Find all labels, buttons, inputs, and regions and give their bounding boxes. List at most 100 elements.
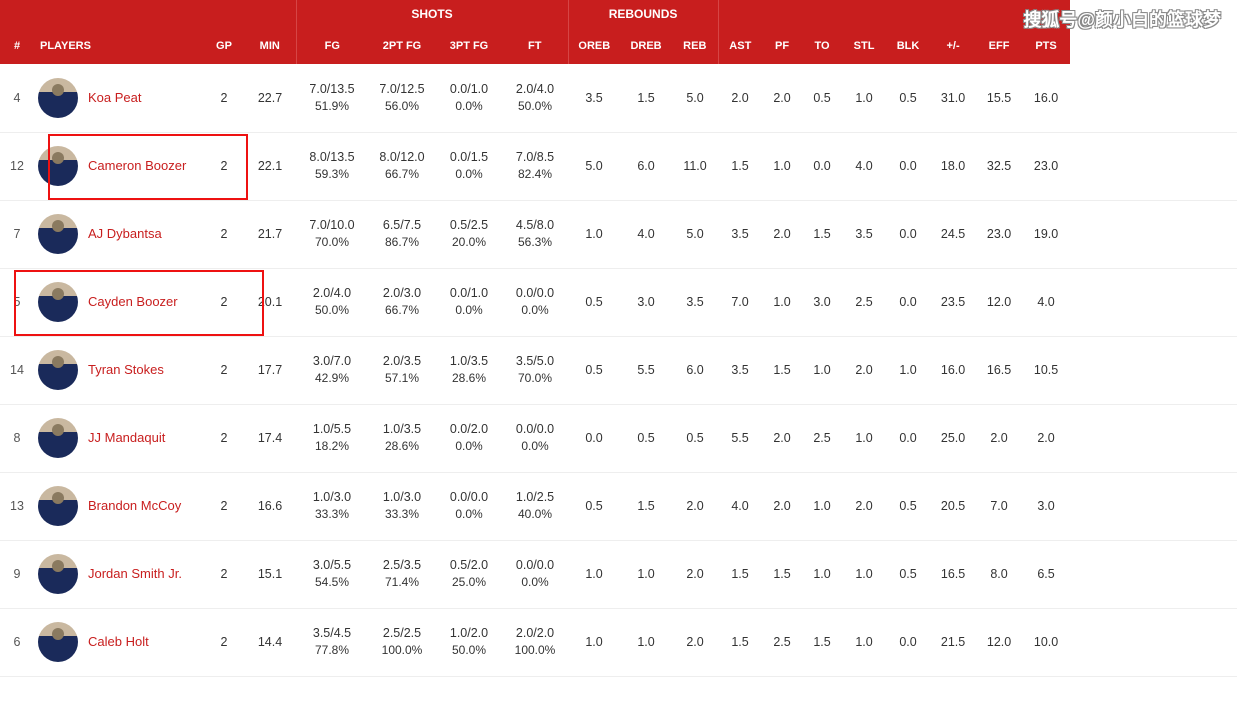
player-cell[interactable]: Cameron Boozer [34, 132, 204, 200]
fg2: 2.0/3.066.7% [368, 268, 436, 336]
col-blk[interactable]: BLK [886, 28, 930, 64]
dreb: 1.5 [620, 64, 672, 132]
fg: 1.0/3.033.3% [296, 472, 368, 540]
oreb: 0.5 [568, 268, 620, 336]
player-cell[interactable]: Caleb Holt [34, 608, 204, 676]
pm: 31.0 [930, 64, 976, 132]
fg: 7.0/13.551.9% [296, 64, 368, 132]
stl: 1.0 [842, 540, 886, 608]
col-ft[interactable]: FT [502, 28, 568, 64]
blk: 0.0 [886, 608, 930, 676]
player-cell[interactable]: Tyran Stokes [34, 336, 204, 404]
reb: 0.5 [672, 404, 718, 472]
ast: 3.5 [718, 336, 762, 404]
table-row: 12Cameron Boozer222.18.0/13.559.3%8.0/12… [0, 132, 1237, 200]
group-rebounds[interactable]: REBOUNDS [568, 0, 718, 28]
pf: 2.0 [762, 200, 802, 268]
dreb: 5.5 [620, 336, 672, 404]
reb: 5.0 [672, 200, 718, 268]
player-name-link[interactable]: JJ Mandaquit [88, 430, 165, 446]
avatar [38, 78, 78, 118]
col-ast[interactable]: AST [718, 28, 762, 64]
min: 15.1 [244, 540, 296, 608]
col-eff[interactable]: EFF [976, 28, 1022, 64]
col-reb[interactable]: REB [672, 28, 718, 64]
pf: 2.0 [762, 472, 802, 540]
col-to[interactable]: TO [802, 28, 842, 64]
player-name-link[interactable]: Caleb Holt [88, 634, 149, 650]
jersey-number: 4 [0, 64, 34, 132]
dreb: 3.0 [620, 268, 672, 336]
player-name-link[interactable]: Brandon McCoy [88, 498, 181, 514]
fg2: 1.0/3.528.6% [368, 404, 436, 472]
col-num[interactable]: # [0, 28, 34, 64]
jersey-number: 14 [0, 336, 34, 404]
eff: 8.0 [976, 540, 1022, 608]
player-cell[interactable]: AJ Dybantsa [34, 200, 204, 268]
stl: 2.5 [842, 268, 886, 336]
player-cell[interactable]: Cayden Boozer [34, 268, 204, 336]
avatar [38, 214, 78, 254]
player-cell[interactable]: JJ Mandaquit [34, 404, 204, 472]
eff: 12.0 [976, 268, 1022, 336]
reb: 2.0 [672, 608, 718, 676]
group-shots[interactable]: SHOTS [296, 0, 568, 28]
to: 1.0 [802, 336, 842, 404]
fg3: 1.0/3.528.6% [436, 336, 502, 404]
pm: 18.0 [930, 132, 976, 200]
col-3ptfg[interactable]: 3PT FG [436, 28, 502, 64]
to: 1.0 [802, 472, 842, 540]
blk: 0.0 [886, 404, 930, 472]
col-gp[interactable]: GP [204, 28, 244, 64]
to: 0.5 [802, 64, 842, 132]
col-stl[interactable]: STL [842, 28, 886, 64]
table-row: 5Cayden Boozer220.12.0/4.050.0%2.0/3.066… [0, 268, 1237, 336]
ft: 7.0/8.582.4% [502, 132, 568, 200]
avatar [38, 622, 78, 662]
oreb: 0.0 [568, 404, 620, 472]
fg: 1.0/5.518.2% [296, 404, 368, 472]
eff: 32.5 [976, 132, 1022, 200]
player-name-link[interactable]: Cayden Boozer [88, 294, 178, 310]
table-row: 9Jordan Smith Jr.215.13.0/5.554.5%2.5/3.… [0, 540, 1237, 608]
reb: 2.0 [672, 540, 718, 608]
fg3: 0.0/2.00.0% [436, 404, 502, 472]
gp: 2 [204, 200, 244, 268]
player-name-link[interactable]: Cameron Boozer [88, 158, 186, 174]
ast: 2.0 [718, 64, 762, 132]
player-name-link[interactable]: AJ Dybantsa [88, 226, 162, 242]
reb: 6.0 [672, 336, 718, 404]
col-dreb[interactable]: DREB [620, 28, 672, 64]
ast: 5.5 [718, 404, 762, 472]
player-cell[interactable]: Jordan Smith Jr. [34, 540, 204, 608]
col-pm[interactable]: +/- [930, 28, 976, 64]
pf: 1.5 [762, 336, 802, 404]
blk: 0.5 [886, 540, 930, 608]
player-name-link[interactable]: Koa Peat [88, 90, 142, 106]
pm: 23.5 [930, 268, 976, 336]
blk: 1.0 [886, 336, 930, 404]
stats-table: SHOTS REBOUNDS # PLAYERS GP MIN FG 2PT F… [0, 0, 1237, 677]
col-min[interactable]: MIN [244, 28, 296, 64]
reb: 5.0 [672, 64, 718, 132]
col-players[interactable]: PLAYERS [34, 28, 204, 64]
col-2ptfg[interactable]: 2PT FG [368, 28, 436, 64]
col-pf[interactable]: PF [762, 28, 802, 64]
stl: 2.0 [842, 336, 886, 404]
player-cell[interactable]: Brandon McCoy [34, 472, 204, 540]
player-name-link[interactable]: Tyran Stokes [88, 362, 164, 378]
reb: 3.5 [672, 268, 718, 336]
player-name-link[interactable]: Jordan Smith Jr. [88, 566, 182, 582]
oreb: 0.5 [568, 472, 620, 540]
reb: 2.0 [672, 472, 718, 540]
player-cell[interactable]: Koa Peat [34, 64, 204, 132]
col-pts[interactable]: PTS [1022, 28, 1070, 64]
col-fg[interactable]: FG [296, 28, 368, 64]
eff: 16.5 [976, 336, 1022, 404]
fg3: 0.0/1.50.0% [436, 132, 502, 200]
gp: 2 [204, 132, 244, 200]
avatar [38, 282, 78, 322]
eff: 2.0 [976, 404, 1022, 472]
jersey-number: 13 [0, 472, 34, 540]
col-oreb[interactable]: OREB [568, 28, 620, 64]
